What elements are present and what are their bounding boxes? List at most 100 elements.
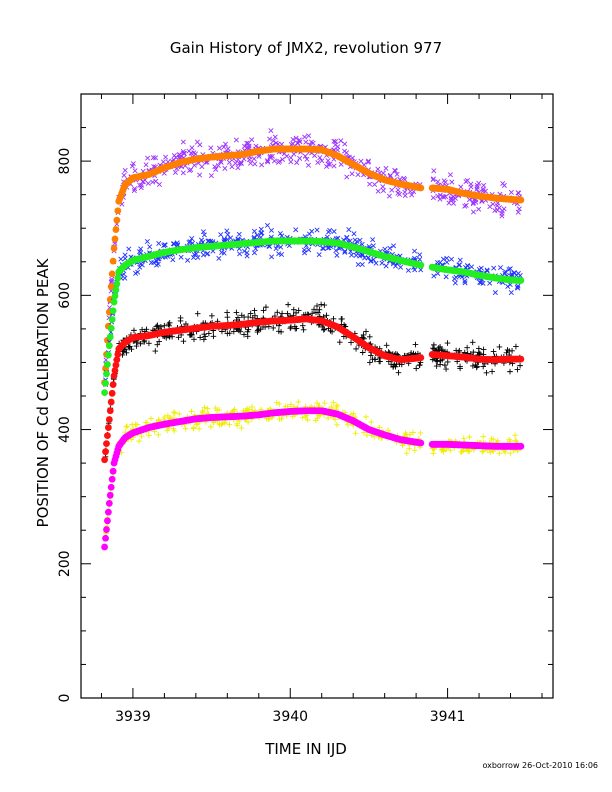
raw-point [411, 447, 418, 454]
raw-point [315, 159, 321, 166]
raw-point [120, 348, 127, 355]
raw-point [306, 133, 312, 139]
raw-point [417, 430, 424, 436]
raw-point [475, 349, 482, 356]
raw-point [383, 342, 390, 349]
raw-point [124, 423, 130, 430]
raw-point [200, 229, 206, 235]
raw-point [156, 338, 162, 345]
raw-point [132, 168, 138, 174]
raw-point [236, 327, 242, 334]
trend-point [110, 244, 118, 252]
trend-point [106, 491, 114, 499]
raw-point [344, 235, 350, 241]
raw-point [447, 172, 453, 178]
trend-point [105, 416, 113, 423]
raw-point [274, 309, 281, 316]
raw-point [212, 164, 218, 170]
raw-point [276, 251, 282, 257]
raw-point [508, 189, 514, 195]
y-tick-label: 200 [57, 550, 73, 577]
raw-point [233, 137, 239, 143]
raw-point [279, 251, 285, 258]
raw-point [413, 365, 419, 372]
raw-point [176, 411, 183, 417]
trend-point [110, 298, 118, 306]
raw-point [383, 263, 389, 269]
raw-point [359, 262, 365, 268]
raw-point [344, 150, 350, 156]
trend-point [517, 442, 525, 450]
trend-point [103, 440, 110, 448]
raw-point [241, 248, 247, 254]
trend-point [102, 534, 109, 542]
raw-point [497, 265, 504, 271]
raw-point [390, 363, 397, 370]
raw-point [329, 329, 335, 335]
raw-point [242, 143, 248, 149]
raw-point [472, 362, 479, 368]
trend-point [108, 475, 116, 483]
raw-point [376, 358, 382, 365]
raw-point [206, 330, 212, 337]
raw-point [463, 179, 469, 185]
raw-point [202, 333, 208, 340]
raw-point [457, 257, 463, 263]
raw-point [208, 424, 214, 430]
raw-point [279, 310, 285, 317]
raw-point [324, 164, 330, 170]
raw-point [278, 329, 284, 335]
raw-point [398, 264, 404, 270]
raw-point [496, 344, 503, 350]
raw-point [320, 245, 326, 251]
raw-point [166, 320, 173, 326]
raw-point [232, 160, 238, 166]
raw-point [296, 137, 302, 143]
footer-credit: oxborrow 26-Oct-2010 16:06 [482, 761, 598, 770]
raw-point [431, 168, 437, 174]
raw-point [409, 192, 415, 198]
raw-point [403, 450, 410, 456]
raw-point [412, 341, 419, 348]
raw-point [109, 278, 115, 284]
raw-point [188, 150, 194, 156]
raw-point [342, 248, 348, 254]
raw-point [210, 333, 217, 340]
raw-point [290, 306, 297, 313]
raw-point [226, 330, 233, 336]
raw-point [508, 290, 514, 296]
y-axis-label: POSITION OF Cd CALIBRATION PEAK [34, 257, 52, 527]
data-layer [101, 128, 525, 551]
raw-point [326, 229, 332, 235]
raw-point [172, 169, 178, 176]
raw-point [365, 159, 371, 165]
raw-point [231, 406, 238, 413]
raw-point [154, 341, 161, 348]
raw-point [474, 182, 480, 188]
raw-point [391, 243, 397, 249]
raw-point [349, 171, 355, 177]
raw-point [394, 171, 400, 177]
raw-point [284, 310, 291, 317]
raw-point [187, 167, 193, 173]
raw-point [442, 179, 448, 185]
raw-point [330, 316, 337, 322]
raw-point [484, 268, 490, 274]
trend-point [102, 379, 109, 387]
raw-point [514, 366, 521, 373]
tick-labels: 3939 3940 3941 0 200 400 600 800 [57, 148, 465, 725]
raw-point [197, 334, 203, 341]
raw-point [323, 312, 330, 319]
raw-point [175, 334, 182, 341]
raw-point [166, 323, 172, 329]
raw-point [130, 161, 136, 167]
raw-point [453, 274, 459, 280]
trend-point [111, 235, 119, 243]
raw-point [302, 134, 308, 140]
raw-point [444, 340, 451, 346]
raw-point [267, 243, 273, 249]
raw-point [336, 339, 343, 345]
trend-point [109, 381, 117, 388]
